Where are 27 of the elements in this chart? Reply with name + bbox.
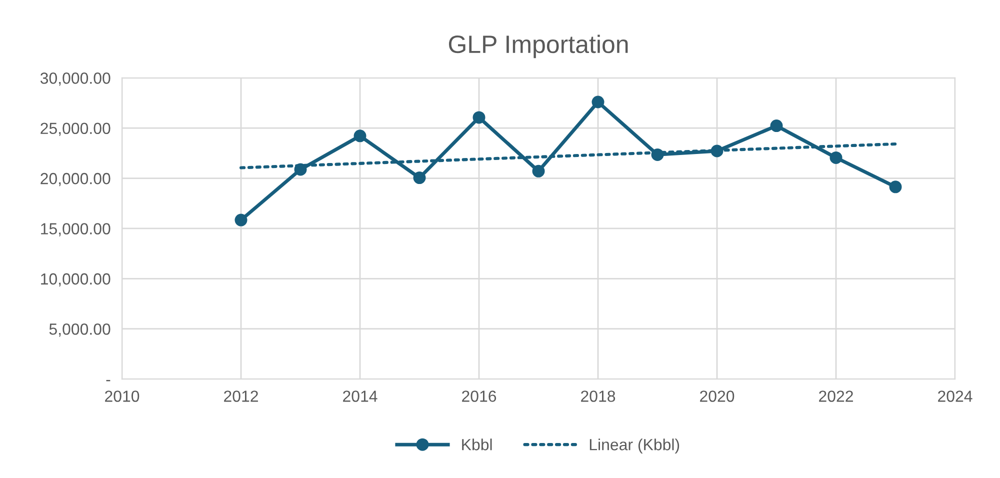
point bbox=[413, 172, 426, 184]
x-tick-label: 2014 bbox=[343, 390, 378, 402]
legend-label: Linear (Kbbl) bbox=[590, 438, 680, 454]
y-tick-label: 5,000.00 bbox=[49, 324, 110, 337]
point bbox=[234, 214, 248, 226]
point bbox=[532, 164, 545, 178]
chart-title: GLP Importation bbox=[448, 34, 628, 58]
point bbox=[770, 120, 783, 132]
x-tick-label: 2010 bbox=[105, 390, 140, 402]
x-tick-label: 2022 bbox=[819, 390, 853, 402]
x-tick-label: 2020 bbox=[700, 390, 734, 402]
y-tick-label: 25,000.00 bbox=[40, 122, 110, 136]
y-tick-label: 20,000.00 bbox=[40, 172, 110, 186]
y-tick-label: - bbox=[106, 380, 110, 382]
legend-label: Kbbl bbox=[462, 438, 492, 450]
y-tick-label: 30,000.00 bbox=[40, 72, 110, 86]
point bbox=[354, 130, 366, 142]
y-tick-label: 10,000.00 bbox=[41, 273, 110, 287]
point bbox=[592, 96, 604, 108]
x-tick-label: 2012 bbox=[224, 390, 258, 402]
y-tick-label: 15,000.00 bbox=[41, 223, 110, 236]
x-tick-label: 2016 bbox=[462, 390, 496, 402]
x-tick-label: 2018 bbox=[581, 390, 616, 402]
point bbox=[830, 151, 842, 164]
point bbox=[472, 111, 486, 124]
x-tick-label: 2024 bbox=[938, 390, 972, 402]
point bbox=[889, 180, 902, 194]
